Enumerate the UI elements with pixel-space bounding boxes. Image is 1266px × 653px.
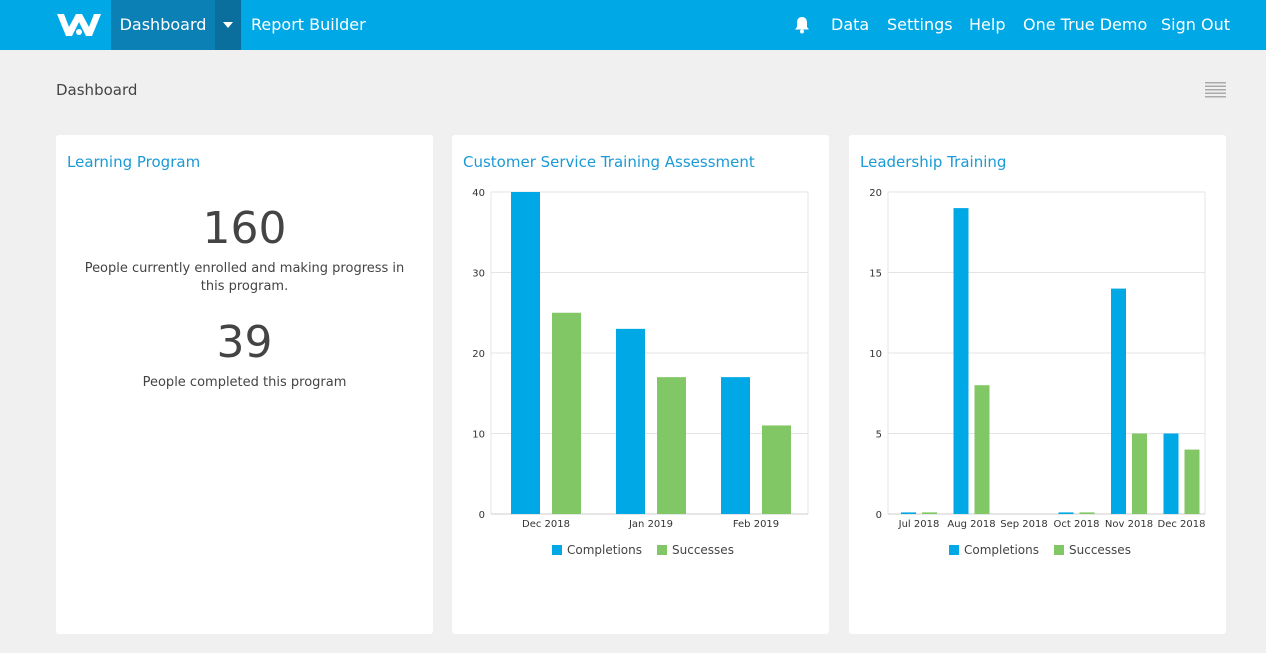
leadership-training-bar-chart: 0 5 10 15 20 Jul 2018 Aug 2018 Sep 2018 Oct 2018… xyxy=(869,188,1206,557)
legend-item-successes[interactable]: Successes xyxy=(1069,543,1131,557)
leadership-training-chart-card: Leadership Training 0 5 10 15 20 Jul 2018 Aug … xyxy=(849,135,1226,634)
y-tick-label: 40 xyxy=(472,188,485,199)
page-title: Dashboard xyxy=(56,81,138,99)
bar-completions[interactable] xyxy=(1058,512,1074,514)
x-tick-label: Feb 2019 xyxy=(733,519,779,530)
legend-swatch xyxy=(949,545,959,555)
x-tick-label: Sep 2018 xyxy=(1000,519,1047,530)
bar-completions[interactable] xyxy=(901,512,916,514)
x-tick-label: Jul 2018 xyxy=(898,519,940,530)
nav-report-builder[interactable]: Report Builder xyxy=(251,15,366,34)
x-tick-label: Dec 2018 xyxy=(1158,519,1206,530)
enrolled-count: 160 xyxy=(202,203,287,254)
legend-swatch xyxy=(552,545,562,555)
top-nav-bar: Dashboard Report Builder Data Settings H… xyxy=(0,0,1266,50)
legend-swatch xyxy=(1054,545,1064,555)
bar-successes[interactable] xyxy=(974,385,990,514)
x-tick-label: Jan 2019 xyxy=(628,519,673,530)
x-tick-label: Nov 2018 xyxy=(1105,519,1153,530)
x-tick-label: Oct 2018 xyxy=(1054,519,1100,530)
y-tick-label: 0 xyxy=(479,510,485,521)
customer-service-chart-card: Customer Service Training Assessment 0 10… xyxy=(452,135,829,634)
bell-icon xyxy=(795,17,809,34)
bar-completions[interactable] xyxy=(721,377,750,514)
y-tick-label: 15 xyxy=(869,269,882,280)
customer-service-bar-chart: 0 10 20 30 40 Dec 2018 Jan 2019 Feb 2019 Complet… xyxy=(472,188,809,557)
nav-user-account[interactable]: One True Demo xyxy=(1023,15,1148,34)
y-tick-label: 20 xyxy=(472,349,485,360)
card-title[interactable]: Learning Program xyxy=(67,153,201,171)
bar-completions[interactable] xyxy=(953,208,969,514)
x-tick-label: Aug 2018 xyxy=(947,519,995,530)
learning-program-card: Learning Program 160 People currently en… xyxy=(56,135,433,634)
bar-successes[interactable] xyxy=(922,512,937,514)
nav-settings[interactable]: Settings xyxy=(887,15,953,34)
bar-successes[interactable] xyxy=(657,377,686,514)
y-tick-label: 30 xyxy=(472,269,485,280)
x-tick-label: Dec 2018 xyxy=(522,519,570,530)
legend-item-completions[interactable]: Completions xyxy=(964,543,1039,557)
y-tick-label: 5 xyxy=(876,430,882,441)
bar-successes[interactable] xyxy=(1132,433,1147,515)
bar-successes[interactable] xyxy=(1079,512,1095,514)
y-tick-label: 10 xyxy=(472,430,485,441)
bar-successes[interactable] xyxy=(1184,449,1200,514)
nav-help[interactable]: Help xyxy=(969,15,1006,34)
card-title[interactable]: Leadership Training xyxy=(860,153,1007,171)
completed-count: 39 xyxy=(216,317,273,368)
bar-completions[interactable] xyxy=(616,328,645,514)
legend-item-successes[interactable]: Successes xyxy=(672,543,734,557)
nav-dashboard-dropdown[interactable] xyxy=(215,0,241,50)
logo-w-icon[interactable] xyxy=(56,12,102,38)
bar-completions[interactable] xyxy=(1163,433,1179,515)
y-tick-label: 20 xyxy=(869,188,882,199)
completed-caption: People completed this program xyxy=(142,375,347,390)
card-title[interactable]: Customer Service Training Assessment xyxy=(463,153,755,171)
bar-completions[interactable] xyxy=(1111,288,1126,514)
enrolled-caption: People currently enrolled and making pro… xyxy=(84,261,405,294)
y-tick-label: 10 xyxy=(869,349,882,360)
legend-swatch xyxy=(657,545,667,555)
notifications-button[interactable] xyxy=(793,0,811,50)
y-tick-label: 0 xyxy=(876,510,882,521)
bar-completions[interactable] xyxy=(511,192,540,514)
list-view-icon[interactable] xyxy=(1205,81,1226,99)
legend-item-completions[interactable]: Completions xyxy=(567,543,642,557)
bar-successes[interactable] xyxy=(762,425,791,514)
nav-data[interactable]: Data xyxy=(831,15,870,34)
chevron-down-icon xyxy=(223,22,233,28)
bar-successes[interactable] xyxy=(552,312,581,514)
nav-sign-out[interactable]: Sign Out xyxy=(1161,15,1230,34)
nav-dashboard[interactable]: Dashboard xyxy=(111,0,215,50)
